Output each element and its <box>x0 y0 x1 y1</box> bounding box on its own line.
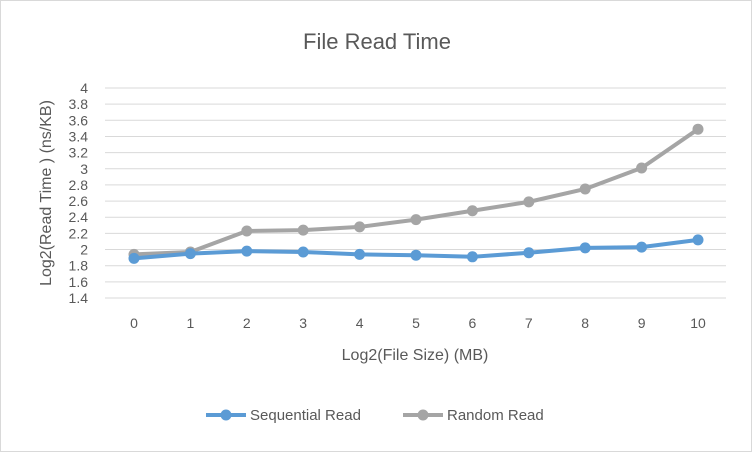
y-tick-label: 2.2 <box>69 225 89 241</box>
data-point-random-read <box>523 196 535 208</box>
data-point-sequential-read <box>410 249 422 261</box>
y-tick-label: 1.6 <box>69 274 89 290</box>
x-tick-label: 5 <box>412 315 420 331</box>
y-tick-label: 2.4 <box>69 209 89 225</box>
x-tick-label: 8 <box>581 315 589 331</box>
y-tick-label: 1.8 <box>69 258 89 274</box>
x-tick-label: 7 <box>525 315 533 331</box>
legend-item-random-read: Random Read <box>403 407 544 424</box>
x-tick-label: 9 <box>638 315 646 331</box>
data-point-random-read <box>692 123 704 135</box>
data-point-sequential-read <box>128 252 140 264</box>
legend-label: Random Read <box>447 407 544 424</box>
x-tick-label: 10 <box>690 315 706 331</box>
series-sequential-read <box>128 234 704 264</box>
y-tick-label: 4 <box>80 80 88 96</box>
x-axis-label: Log2(File Size) (MB) <box>342 347 489 364</box>
data-point-random-read <box>579 183 591 195</box>
x-tick-labels: 0 1 2 3 4 5 6 7 8 9 10 <box>130 315 706 331</box>
legend-swatch-marker <box>417 409 429 421</box>
data-point-random-read <box>466 205 478 217</box>
series-line-random-read <box>132 127 700 257</box>
data-point-random-read <box>297 224 309 236</box>
x-tick-label: 6 <box>469 315 477 331</box>
y-axis-label: Log2(Read Time ) (ns/KB) <box>38 100 55 286</box>
x-tick-label: 4 <box>356 315 364 331</box>
y-tick-label: 3.8 <box>69 96 89 112</box>
data-point-sequential-read <box>523 247 535 259</box>
legend-label: Sequential Read <box>250 407 361 424</box>
x-tick-label: 3 <box>299 315 307 331</box>
data-point-random-read <box>410 214 422 226</box>
data-point-sequential-read <box>184 248 196 260</box>
data-point-sequential-read <box>354 248 366 260</box>
y-tick-label: 2.6 <box>69 193 89 209</box>
chart-title: File Read Time <box>303 29 451 54</box>
y-tick-label: 1.4 <box>69 290 89 306</box>
y-tick-label: 3.6 <box>69 112 89 128</box>
y-tick-label: 3 <box>80 161 88 177</box>
data-point-sequential-read <box>636 241 648 253</box>
y-tick-labels: 1.41.61.822.22.42.62.833.23.43.63.84 <box>69 80 89 306</box>
series-random-read <box>128 123 704 260</box>
legend-item-sequential-read: Sequential Read <box>206 407 361 424</box>
data-point-random-read <box>241 225 253 237</box>
data-point-sequential-read <box>466 251 478 263</box>
y-tick-label: 3.2 <box>69 145 89 161</box>
data-point-random-read <box>636 162 648 174</box>
series-layer <box>128 123 704 264</box>
data-point-random-read <box>354 221 366 233</box>
data-point-sequential-read <box>297 246 309 258</box>
x-tick-label: 0 <box>130 315 138 331</box>
gridlines <box>105 87 726 299</box>
x-tick-label: 1 <box>187 315 195 331</box>
y-tick-label: 3.4 <box>69 128 89 144</box>
data-point-sequential-read <box>692 234 704 246</box>
legend-swatch-marker <box>220 409 232 421</box>
y-tick-label: 2.8 <box>69 177 89 193</box>
x-tick-label: 2 <box>243 315 251 331</box>
y-tick-label: 2 <box>80 242 88 258</box>
data-point-sequential-read <box>241 245 253 257</box>
legend: Sequential Read Random Read <box>206 407 544 424</box>
data-point-sequential-read <box>579 242 591 254</box>
